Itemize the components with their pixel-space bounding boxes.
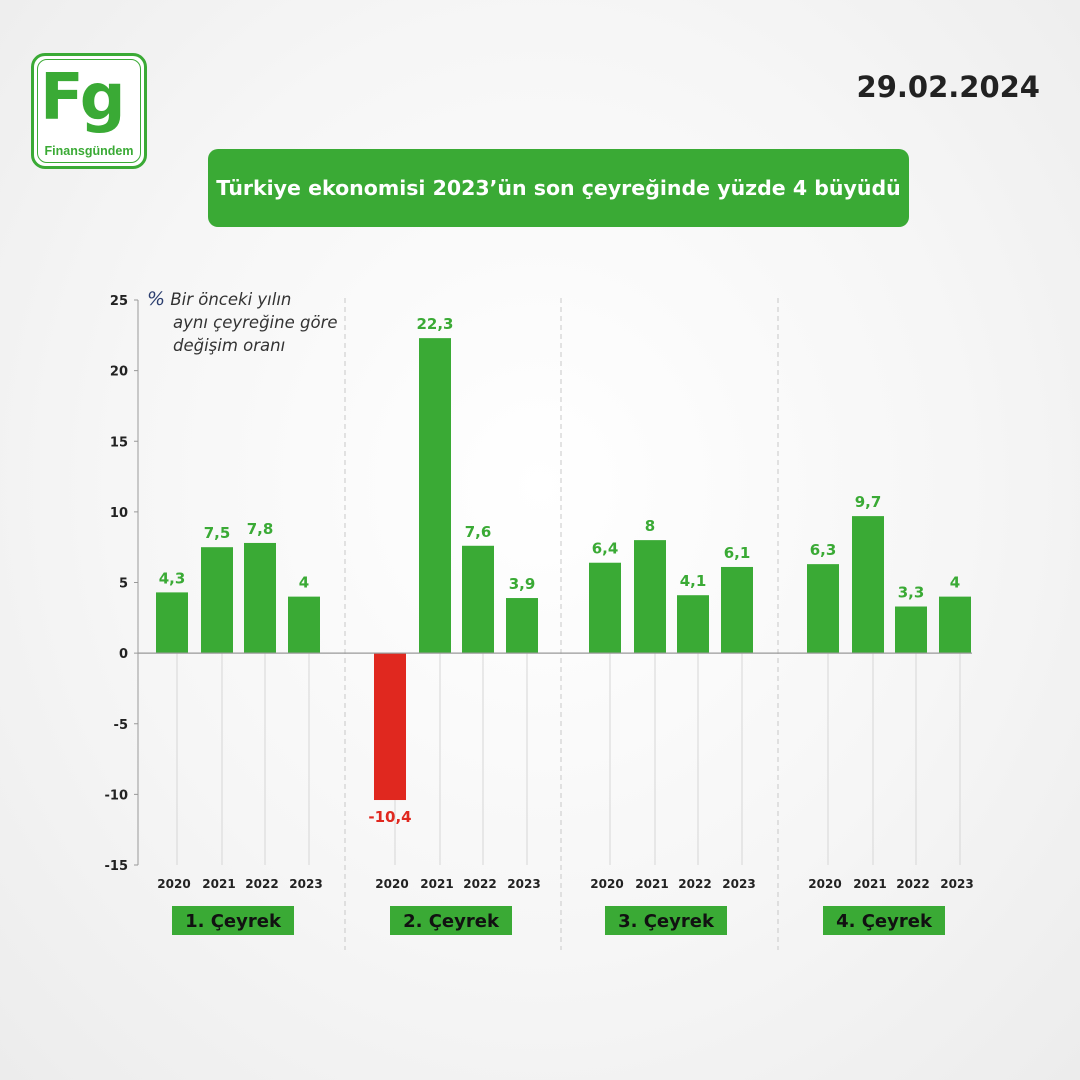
bar-q2-2021 [419,338,451,654]
y-tick-label: -5 [114,718,128,733]
data-label: 4,3 [159,569,186,587]
year-label: 2022 [896,877,929,891]
bar-q1-2022 [244,542,276,654]
data-label: 6,3 [810,541,837,559]
bar-q3-2022 [677,595,709,654]
data-label: 4 [299,574,309,592]
quarter-label: 3. Çeyrek [618,911,715,932]
date: 29.02.2024 [856,70,1040,104]
year-label: 2023 [507,877,540,891]
data-label: 3,3 [898,584,925,602]
y-tick-label: 15 [110,435,128,450]
y-tick-label: -10 [105,788,129,803]
y-axis-note: % Bir önceki yılın aynı çeyreğine göre d… [147,288,338,357]
bar-q4-2021 [852,516,884,654]
year-label: 2023 [940,877,973,891]
y-tick-label: 25 [110,294,128,309]
bar-q3-2021 [634,540,666,654]
quarter-label: 4. Çeyrek [836,911,933,932]
year-label: 2021 [853,877,886,891]
data-label: 4,1 [680,572,707,590]
data-label: 7,5 [204,524,231,542]
data-label: 6,1 [724,544,751,562]
quarter-label-box [172,906,294,935]
y-tick-label: 0 [119,647,128,662]
year-label: 2021 [420,877,453,891]
bar-q1-2021 [201,547,233,654]
year-label: 2020 [375,877,408,891]
data-label: 6,4 [592,540,619,558]
note-line-1: Bir önceki yılın [170,290,292,309]
year-label: 2022 [463,877,496,891]
bar-q1-2023 [288,596,320,654]
quarter-label-box [605,906,727,935]
quarter-label: 1. Çeyrek [185,911,282,932]
year-label: 2021 [635,877,668,891]
bar-q4-2023 [939,596,971,654]
year-label: 2022 [678,877,711,891]
bar-q2-2022 [462,545,494,654]
bar-q4-2022 [895,606,927,654]
y-tick-label: 10 [110,506,128,521]
year-label: 2021 [202,877,235,891]
quarter-label-box [823,906,945,935]
data-label: -10,4 [368,808,411,826]
bar-q3-2020 [589,562,621,654]
year-label: 2020 [157,877,190,891]
chart-title: Türkiye ekonomisi 2023’ün son çeyreğinde… [208,149,909,227]
year-label: 2020 [590,877,623,891]
year-label: 2023 [289,877,322,891]
bar-q1-2020 [156,592,188,654]
bar-q4-2020 [807,564,839,654]
quarter-label: 2. Çeyrek [403,911,500,932]
percent-symbol: % [147,288,166,310]
bar-q3-2023 [721,566,753,654]
logo-text: Finansgündem [44,144,134,158]
bar-q2-2020 [374,653,406,801]
y-tick-label: -15 [105,859,129,874]
logo-mark: Fg [40,61,126,135]
finansgundem-logo: Fg Finansgündem [31,53,147,169]
data-label: 8 [645,517,655,535]
data-label: 9,7 [855,493,882,511]
logo-border [37,59,141,163]
year-label: 2020 [808,877,841,891]
data-label: 7,6 [465,523,492,541]
bar-q2-2023 [506,598,538,654]
data-label: 3,9 [509,575,536,593]
y-tick-label: 20 [110,365,128,380]
data-label: 22,3 [416,315,453,333]
quarter-label-box [390,906,512,935]
y-tick-label: 5 [119,577,128,592]
year-label: 2023 [722,877,755,891]
data-label: 4 [950,574,960,592]
year-label: 2022 [245,877,278,891]
note-line-3: değişim oranı [173,336,286,355]
note-line-2: aynı çeyreğine göre [173,313,338,332]
data-label: 7,8 [247,520,274,538]
